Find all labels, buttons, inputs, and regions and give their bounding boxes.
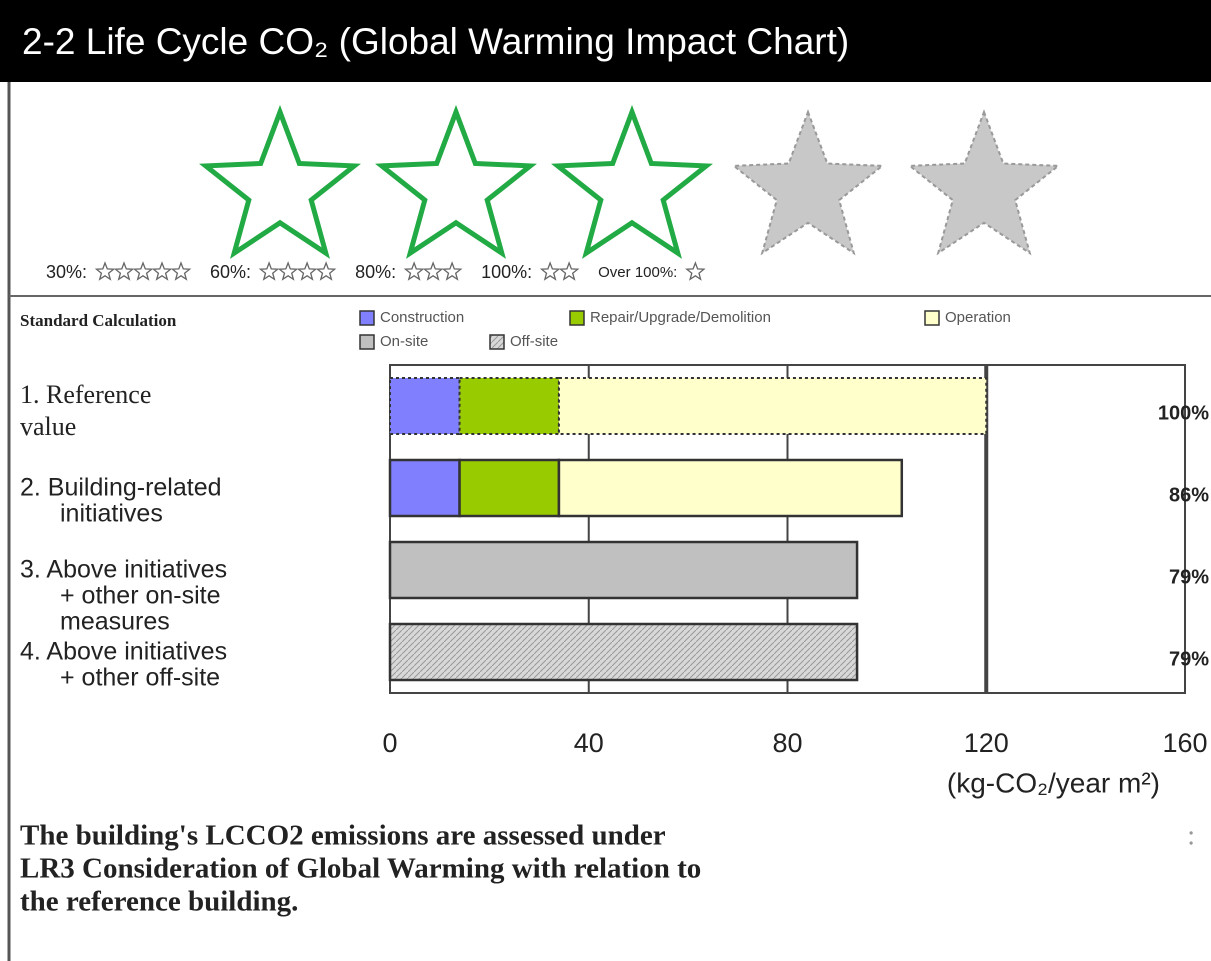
bar-segment — [388, 540, 859, 600]
x-tick-label: 160 — [1162, 728, 1207, 758]
category-label: 3. Above initiatives — [20, 556, 227, 584]
legend-label: Repair/Upgrade/Demolition — [590, 309, 771, 326]
scale-label: 100%: — [481, 262, 532, 282]
category-label: 1. Reference — [20, 380, 151, 409]
percent-label: 79% — [1169, 648, 1209, 670]
scale-label: Over 100%: — [598, 264, 677, 281]
footnote: LR3 Consideration of Global Warming with… — [20, 853, 701, 885]
title-bar — [0, 0, 1211, 82]
rating-star-filled — [199, 104, 361, 259]
x-tick-label: 0 — [382, 728, 397, 758]
footnote-mark: : — [1187, 820, 1195, 851]
rating-star-filled — [375, 104, 537, 259]
bar-segment — [389, 377, 461, 435]
scale-label: 80%: — [355, 262, 396, 282]
rating-star-filled — [551, 104, 713, 259]
scale-label: 30%: — [46, 262, 87, 282]
legend-swatch — [569, 310, 585, 326]
legend-swatch — [489, 334, 505, 350]
category-label: value — [20, 412, 76, 441]
x-axis-label: (kg-CO₂/year m²) — [947, 767, 1160, 798]
bar-segment — [388, 458, 461, 518]
bar-segment — [388, 622, 859, 682]
legend-swatch — [359, 310, 375, 326]
category-label: + other on-site — [60, 582, 221, 610]
scale-star — [296, 261, 318, 281]
footnote: the reference building. — [20, 886, 298, 918]
scale-star — [539, 261, 561, 281]
x-tick-label: 120 — [964, 728, 1009, 758]
legend-label: On-site — [380, 333, 428, 350]
rating-star-empty — [907, 109, 1061, 256]
percent-label: 79% — [1169, 566, 1209, 588]
scale-label: 60%: — [210, 262, 251, 282]
scale-star — [403, 261, 425, 281]
percent-label: 100% — [1158, 402, 1209, 424]
scale-star — [441, 261, 463, 281]
legend-swatch — [924, 310, 940, 326]
scale-star — [685, 261, 706, 281]
bar-segment — [458, 458, 561, 518]
legend-title: Standard Calculation — [20, 311, 177, 330]
scale-star — [151, 261, 173, 281]
bar-segment — [557, 458, 904, 518]
scale-star — [277, 261, 299, 281]
legend-label: Operation — [945, 309, 1011, 326]
scale-star — [132, 261, 154, 281]
category-label: 4. Above initiatives — [20, 638, 227, 666]
scale-star — [422, 261, 444, 281]
category-label: initiatives — [60, 500, 163, 528]
scale-star — [258, 261, 280, 281]
bar-segment — [458, 377, 560, 435]
category-label: + other off-site — [60, 664, 220, 692]
legend-swatch — [359, 334, 375, 350]
bar-segment — [557, 377, 988, 435]
legend-label: Off-site — [510, 333, 558, 350]
scale-star — [170, 261, 192, 281]
percent-label: 86% — [1169, 484, 1209, 506]
rating-star-empty — [731, 109, 885, 256]
scale-star — [558, 261, 580, 281]
scale-star — [113, 261, 135, 281]
plot-frame — [389, 364, 1186, 694]
x-tick-label: 40 — [574, 728, 604, 758]
footnote: The building's LCCO2 emissions are asses… — [20, 820, 666, 852]
category-label: measures — [60, 608, 170, 636]
legend-label: Construction — [380, 309, 464, 326]
category-label: 2. Building-related — [20, 474, 222, 502]
scale-star — [94, 261, 116, 281]
chart-title: 2-2 Life Cycle CO₂ (Global Warming Impac… — [22, 21, 849, 62]
x-tick-label: 80 — [772, 728, 802, 758]
scale-star — [315, 261, 337, 281]
